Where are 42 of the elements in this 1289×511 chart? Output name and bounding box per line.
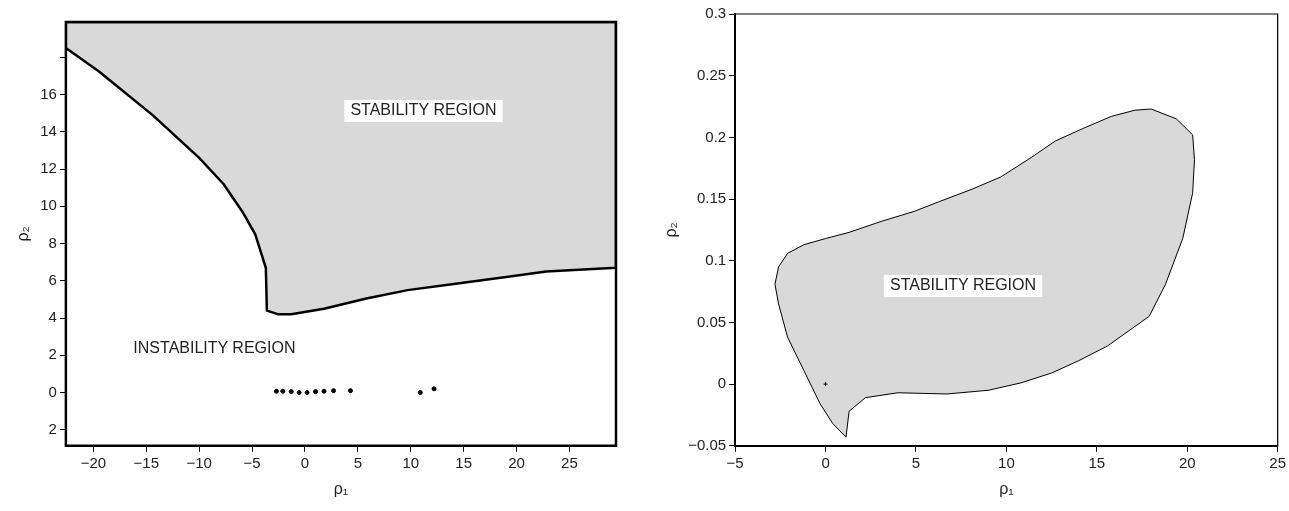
y-axis-title: ρ₂ — [662, 222, 680, 238]
y-tick-label: 16 — [40, 84, 57, 102]
x-tick-label: 20 — [1178, 453, 1196, 471]
y-tick-label: 0.2 — [705, 127, 727, 145]
annotation: STABILITY REGION — [350, 101, 497, 119]
x-tick-label: −5 — [243, 453, 261, 471]
y-tick-label: 0.25 — [696, 65, 727, 83]
y-tick-label: 4 — [48, 308, 57, 326]
annotation: INSTABILITY REGION — [133, 338, 296, 356]
y-tick-label: 6 — [48, 270, 57, 288]
annotation: STABILITY REGION — [889, 276, 1037, 294]
x-tick-label: 0 — [300, 453, 310, 471]
x-tick-label: 10 — [402, 453, 420, 471]
y-tick-label: 14 — [40, 122, 57, 139]
x-tick-label: 20 — [508, 453, 525, 471]
x-tick-label: 5 — [911, 453, 921, 471]
x-axis-title: ρ₁ — [999, 479, 1014, 497]
y-tick-label: 0 — [48, 382, 57, 400]
x-tick-label: 15 — [1088, 453, 1106, 471]
y-tick-label: 2 — [48, 345, 57, 363]
y-tick-label: 0 — [717, 374, 727, 392]
x-tick-label: −5 — [726, 453, 744, 471]
x-tick-label: 15 — [455, 453, 472, 471]
x-tick-label: −20 — [80, 453, 107, 471]
y-tick-label: 0.1 — [705, 250, 727, 268]
y-tick-label: 0.3 — [705, 4, 727, 22]
x-axis-title: ρ₁ — [333, 479, 349, 497]
x-tick-label: 10 — [998, 453, 1015, 471]
y-tick-label: 0.15 — [696, 189, 727, 207]
y-tick-label: −0.05 — [688, 435, 727, 453]
y-tick-label: 0.05 — [696, 312, 727, 330]
x-tick-label: 5 — [353, 453, 363, 471]
x-tick-label: 0 — [821, 453, 830, 471]
x-tick-label: −15 — [133, 453, 160, 471]
y-axis-title: ρ₂ — [14, 226, 32, 242]
y-tick-label: 10 — [40, 196, 57, 214]
y-tick-label: 2 — [48, 419, 57, 437]
x-tick-label: −10 — [186, 453, 212, 471]
x-tick-label: 25 — [1269, 453, 1286, 471]
x-tick-label: 25 — [561, 453, 578, 471]
y-tick-label: 12 — [40, 159, 57, 177]
y-tick-label: 8 — [48, 233, 57, 251]
